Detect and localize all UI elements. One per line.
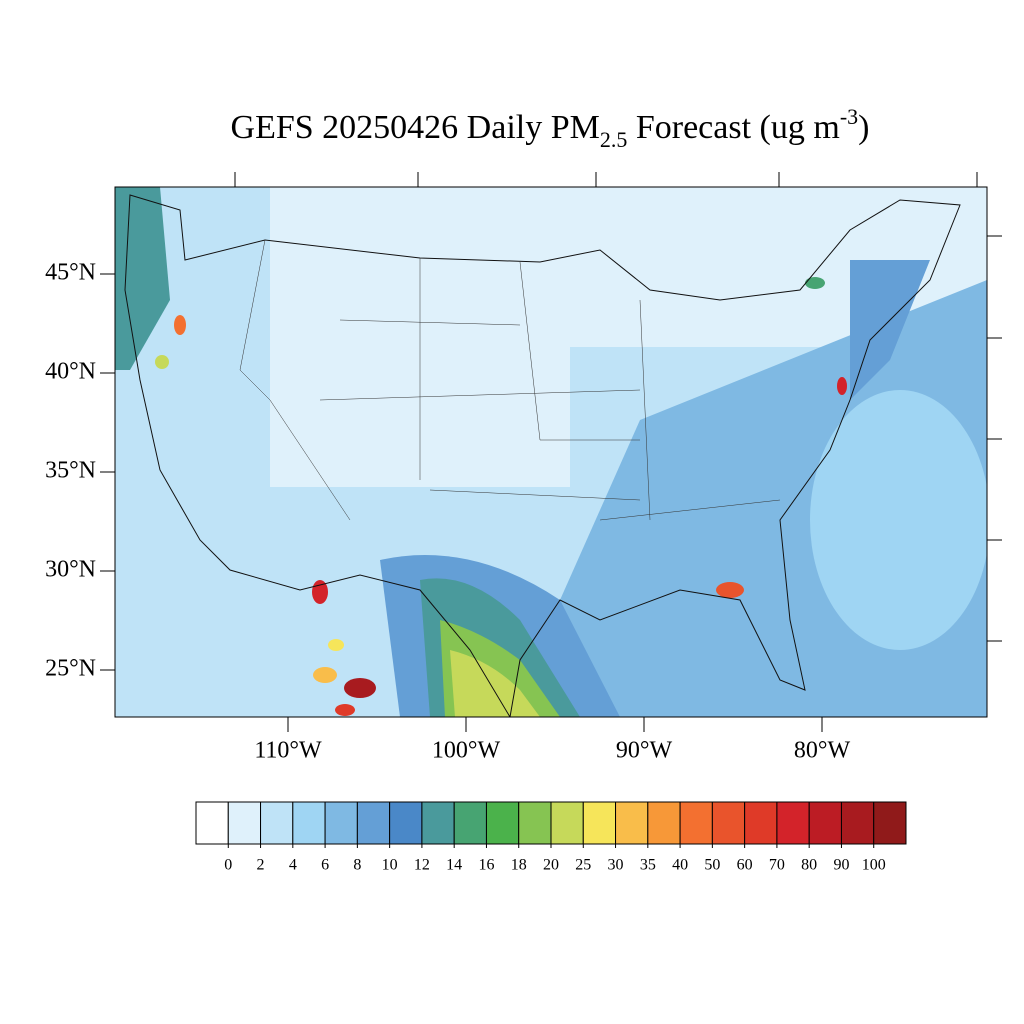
colorbar-box bbox=[776, 801, 810, 845]
colorbar-box bbox=[711, 801, 746, 845]
title-text: GEFS 20250426 Daily PM bbox=[231, 109, 600, 146]
colorbar-box bbox=[421, 801, 455, 845]
lon-tick-label: 110°W bbox=[254, 738, 322, 764]
colorbar-label: 100 bbox=[862, 857, 886, 874]
field-region bbox=[115, 187, 170, 370]
colorbar-label: 18 bbox=[511, 857, 527, 874]
colorbar-box bbox=[550, 801, 584, 845]
hotspot bbox=[716, 582, 744, 598]
colorbar-label: 20 bbox=[543, 857, 559, 874]
colorbar-box bbox=[485, 801, 520, 845]
colorbar-box bbox=[518, 801, 552, 845]
state-lines bbox=[239, 239, 781, 521]
hotspot bbox=[174, 315, 186, 335]
colorbar-label: 0 bbox=[224, 857, 232, 874]
colorbar-label: 80 bbox=[801, 857, 817, 874]
colorbar-box bbox=[227, 801, 262, 845]
title-subscript: 2.5 bbox=[600, 127, 628, 152]
lon-tick-label: 100°W bbox=[432, 738, 501, 764]
colorbar: 0 2 4 6 8 10 12 14 16 18 20 25 30 35 40 50 60 70 80 90 100 bbox=[195, 801, 907, 874]
colorbar-label: 60 bbox=[737, 857, 753, 874]
map-field bbox=[115, 187, 987, 717]
colorbar-label: 16 bbox=[478, 857, 494, 874]
title-superscript: -3 bbox=[840, 104, 858, 129]
colorbar-label: 8 bbox=[353, 857, 361, 874]
coastline bbox=[124, 194, 961, 717]
lat-tick-label: 40°N bbox=[45, 359, 96, 385]
colorbar-label: 50 bbox=[704, 857, 720, 874]
colorbar-label: 90 bbox=[833, 857, 849, 874]
colorbar-label: 12 bbox=[414, 857, 430, 874]
title-text: Forecast (ug m bbox=[627, 109, 839, 146]
map-title: GEFS 20250426 Daily PM2.5 Forecast (ug m… bbox=[231, 104, 870, 152]
colorbar-label: 40 bbox=[672, 857, 688, 874]
right-ticks bbox=[987, 235, 1002, 642]
hotspot bbox=[805, 277, 825, 289]
colorbar-box bbox=[260, 801, 294, 845]
colorbar-box bbox=[679, 801, 713, 845]
colorbar-box bbox=[453, 801, 487, 845]
field-region bbox=[810, 390, 987, 650]
hotspot bbox=[837, 377, 847, 395]
colorbar-box bbox=[840, 801, 875, 845]
field-region bbox=[450, 650, 540, 717]
colorbar-label: 10 bbox=[382, 857, 398, 874]
colorbar-box bbox=[808, 801, 842, 845]
colorbar-label: 25 bbox=[575, 857, 591, 874]
lat-tick-label: 30°N bbox=[45, 557, 96, 583]
hotspot bbox=[328, 639, 344, 651]
colorbar-box bbox=[873, 801, 907, 845]
colorbar-label: 35 bbox=[640, 857, 656, 874]
colorbar-box bbox=[389, 801, 423, 845]
lon-tick-label: 90°W bbox=[616, 738, 673, 764]
colorbar-box bbox=[195, 801, 229, 845]
hotspot bbox=[335, 704, 355, 716]
lat-tick-label: 45°N bbox=[45, 260, 96, 286]
field-region bbox=[850, 260, 930, 400]
map-frame bbox=[114, 186, 988, 718]
hotspot bbox=[344, 678, 376, 698]
colorbar-box bbox=[356, 801, 391, 845]
colorbar-box bbox=[324, 801, 358, 845]
colorbar-label: 30 bbox=[608, 857, 624, 874]
colorbar-label: 6 bbox=[321, 857, 329, 874]
colorbar-label: 70 bbox=[769, 857, 785, 874]
hotspot bbox=[155, 355, 169, 369]
lat-tick-label: 35°N bbox=[45, 458, 96, 484]
colorbar-label: 4 bbox=[289, 857, 297, 874]
axes: 45°N 40°N 35°N 30°N 25°N 110°W 100°W 90°W 80°W bbox=[45, 260, 850, 764]
colorbar-box bbox=[647, 801, 681, 845]
colorbar-box bbox=[292, 801, 326, 845]
colorbar-box bbox=[582, 801, 617, 845]
title-text: ) bbox=[858, 109, 869, 146]
colorbar-box bbox=[615, 801, 649, 845]
colorbar-label: 14 bbox=[446, 857, 462, 874]
colorbar-label: 2 bbox=[257, 857, 265, 874]
colorbar-box bbox=[744, 801, 778, 845]
lat-tick-label: 25°N bbox=[45, 656, 96, 682]
top-ticks bbox=[234, 172, 978, 187]
lon-tick-label: 80°W bbox=[794, 738, 851, 764]
hotspot bbox=[313, 667, 337, 683]
